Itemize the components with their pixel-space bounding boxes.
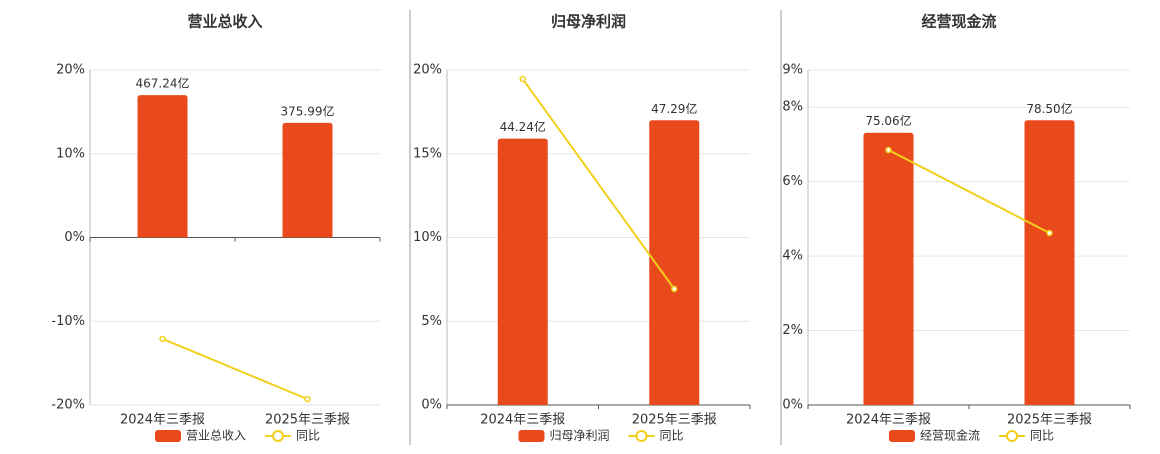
legend-label: 经营现金流 bbox=[920, 428, 980, 443]
y-tick-label: -20% bbox=[51, 398, 85, 413]
data-label: 75.06亿 bbox=[865, 113, 911, 128]
y-tick-label: 0% bbox=[782, 398, 803, 413]
point bbox=[885, 146, 892, 154]
bar bbox=[497, 138, 548, 405]
legend-label: 同比 bbox=[1030, 429, 1054, 443]
x-tick-label: 2024年三季报 bbox=[480, 413, 565, 428]
point bbox=[159, 335, 166, 343]
legend-label: 归母净利润 bbox=[550, 429, 610, 443]
y-tick-label: 0% bbox=[421, 398, 442, 413]
legend-label: 同比 bbox=[296, 429, 320, 443]
legend-marker bbox=[635, 430, 648, 442]
legend-marker bbox=[1006, 430, 1019, 442]
line bbox=[521, 78, 676, 290]
y-tick-label: 4% bbox=[782, 249, 803, 264]
bar bbox=[863, 132, 914, 405]
bar bbox=[282, 122, 333, 238]
bar bbox=[649, 120, 700, 405]
x-tick-label: 2024年三季报 bbox=[120, 413, 205, 428]
chart-title: 经营现金流 bbox=[921, 13, 996, 31]
x-tick-label: 2025年三季报 bbox=[632, 413, 717, 428]
y-tick-label: 9% bbox=[782, 63, 803, 78]
y-tick-label: 8% bbox=[782, 100, 803, 115]
legend-swatch bbox=[889, 430, 915, 442]
point bbox=[1046, 229, 1053, 237]
chart-title: 归母净利润 bbox=[551, 13, 626, 31]
x-tick-label: 2025年三季报 bbox=[265, 413, 350, 428]
legend-marker bbox=[272, 430, 285, 442]
line bbox=[888, 149, 1050, 234]
point bbox=[519, 75, 526, 83]
bar bbox=[137, 95, 188, 238]
legend-label: 营业总收入 bbox=[186, 429, 246, 443]
legend-label: 同比 bbox=[660, 429, 684, 443]
y-tick-label: 10% bbox=[413, 230, 442, 245]
y-tick-label: 10% bbox=[56, 146, 85, 161]
line bbox=[162, 337, 308, 401]
point bbox=[304, 395, 311, 403]
point bbox=[671, 285, 678, 293]
chart-title: 营业总收入 bbox=[187, 13, 262, 31]
bar bbox=[1024, 120, 1075, 405]
y-tick-label: 20% bbox=[413, 63, 442, 78]
y-tick-label: 20% bbox=[56, 63, 85, 78]
y-tick-label: 6% bbox=[782, 174, 803, 189]
x-tick-label: 2025年三季报 bbox=[1007, 413, 1092, 428]
legend-swatch bbox=[155, 430, 181, 442]
data-label: 44.24亿 bbox=[500, 119, 546, 134]
data-label: 467.24亿 bbox=[136, 76, 190, 91]
y-tick-label: -10% bbox=[51, 314, 85, 329]
legend-swatch bbox=[518, 430, 545, 442]
data-label: 78.50亿 bbox=[1026, 101, 1072, 116]
data-label: 47.29亿 bbox=[651, 101, 697, 116]
data-label: 375.99亿 bbox=[281, 103, 335, 118]
y-tick-label: 2% bbox=[782, 323, 803, 338]
y-tick-label: 5% bbox=[421, 314, 442, 329]
y-tick-label: 0% bbox=[64, 230, 85, 245]
y-tick-label: 15% bbox=[413, 146, 442, 161]
x-tick-label: 2024年三季报 bbox=[846, 413, 931, 428]
